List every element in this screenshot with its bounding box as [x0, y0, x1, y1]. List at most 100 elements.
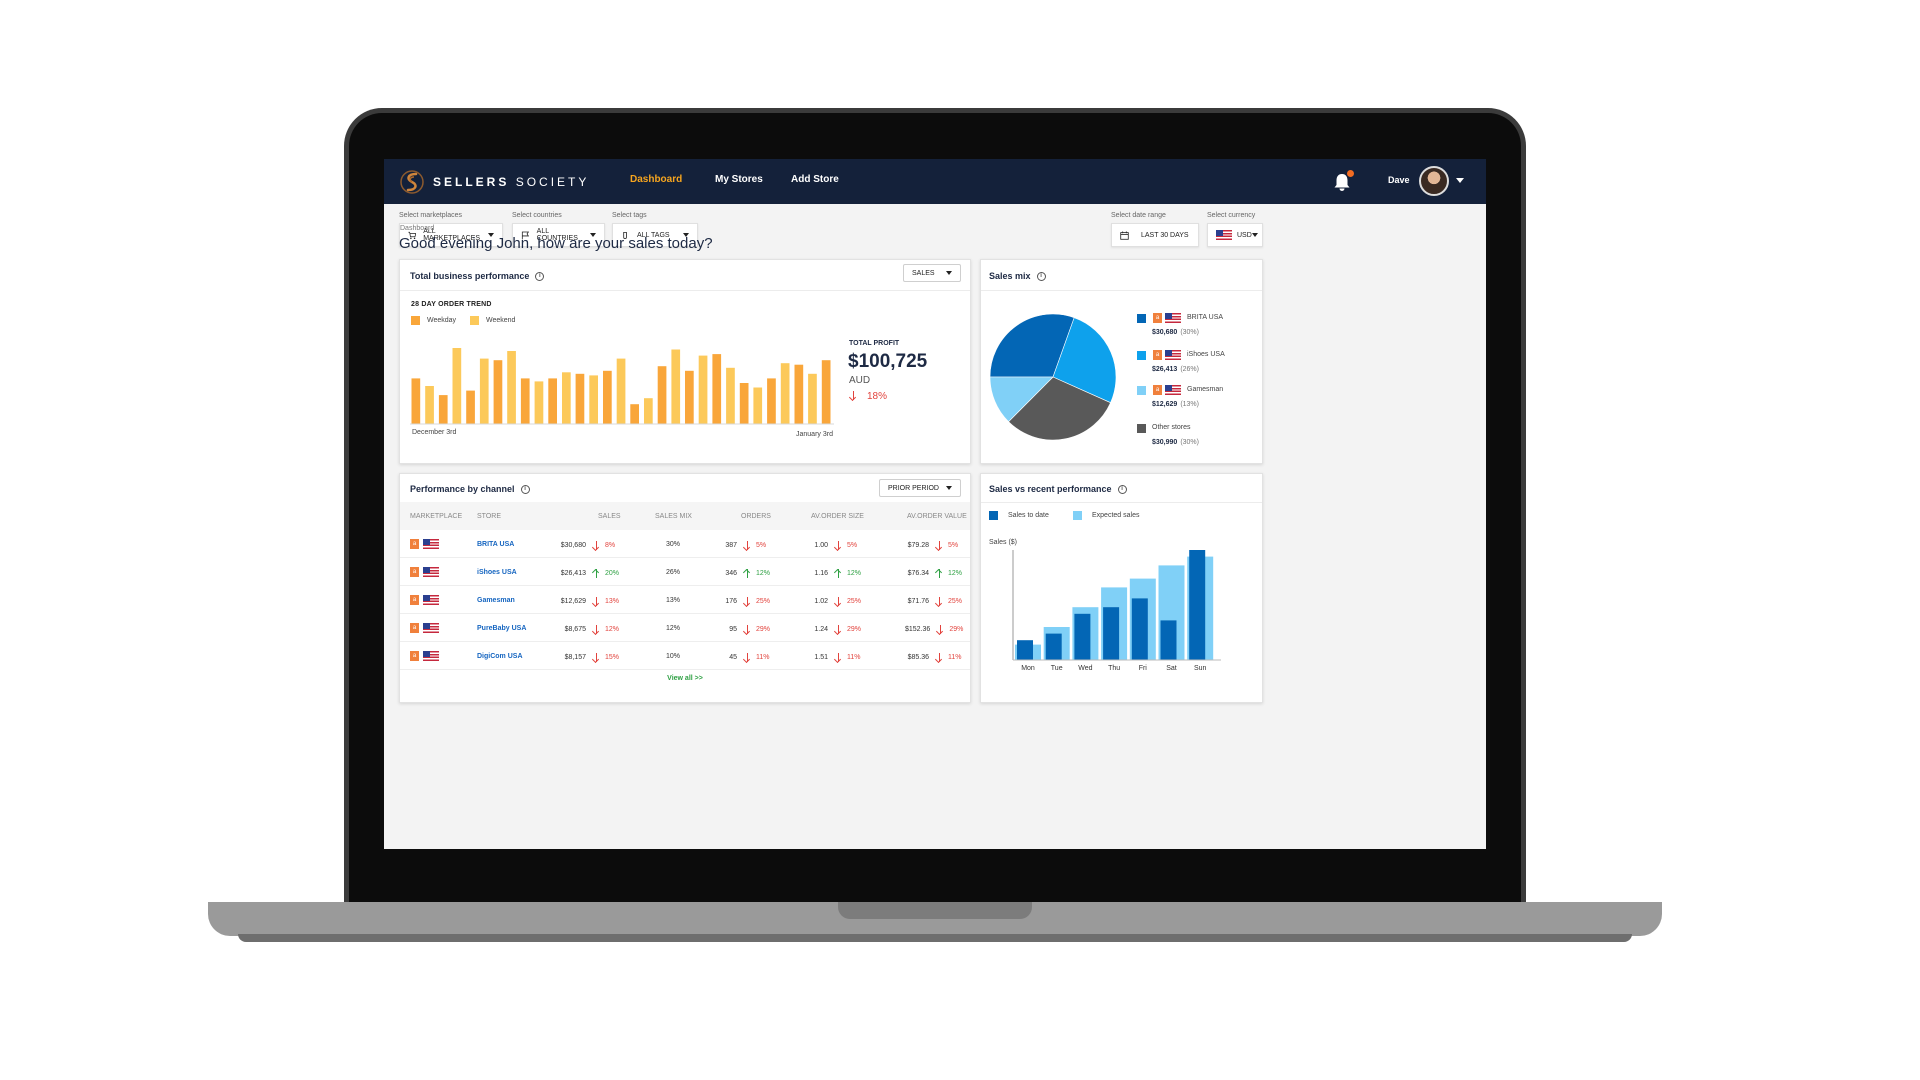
cell-orders-change: 29%: [756, 626, 771, 633]
user-name[interactable]: Dave: [1388, 175, 1410, 185]
trend-bar[interactable]: [630, 404, 639, 424]
column-header-av-order-size[interactable]: AV.ORDER SIZE: [811, 513, 864, 520]
cell-orders-change: 25%: [756, 598, 771, 605]
cell-orders: 387 5%: [725, 541, 766, 550]
column-header-sales-mix[interactable]: SALES MIX: [655, 513, 692, 520]
cell-value-value: $76.34: [907, 570, 929, 577]
sales-to-date-bar[interactable]: [1131, 598, 1148, 660]
store-link[interactable]: iShoes USA: [477, 569, 517, 576]
pie-slice[interactable]: [1052, 317, 1117, 404]
table-row[interactable]: a Gamesman $12,629 13% 176 25% 1.02 25% $71.76 25…: [400, 586, 970, 614]
trend-bar[interactable]: [534, 381, 544, 424]
trend-bar[interactable]: [808, 373, 817, 424]
nav-my-stores[interactable]: My Stores: [715, 174, 763, 185]
trend-bar[interactable]: [616, 358, 626, 424]
arrow-up-icon: [592, 569, 600, 578]
column-header-marketplace[interactable]: MARKETPLACE: [410, 513, 463, 520]
metric-dropdown[interactable]: SALES: [903, 264, 961, 282]
trend-bar[interactable]: [698, 355, 708, 424]
pie-slice[interactable]: [1008, 376, 1111, 441]
table-row[interactable]: a BRITA USA $30,680 8% 387 5% 1.00 5% $79.28 5% 30…: [400, 530, 970, 558]
card-divider: [400, 290, 970, 291]
sales-to-date-bar[interactable]: [1045, 633, 1062, 660]
info-icon[interactable]: i: [520, 484, 530, 494]
trend-bar[interactable]: [657, 366, 667, 424]
info-icon[interactable]: i: [1036, 271, 1046, 281]
nav-dashboard[interactable]: Dashboard: [630, 174, 683, 185]
trend-bar[interactable]: [726, 367, 735, 424]
sales-to-date-bar[interactable]: [1189, 550, 1206, 660]
us-flag-icon: [1165, 350, 1181, 360]
trend-bar[interactable]: [821, 360, 831, 424]
store-sales: $30,680: [1152, 329, 1178, 336]
trend-bar[interactable]: [671, 349, 681, 425]
trend-bar[interactable]: [794, 364, 804, 424]
arrow-down-icon: [834, 597, 842, 606]
notification-bell-icon[interactable]: [1332, 172, 1352, 192]
column-header-av-order-value[interactable]: AV.ORDER VALUE: [907, 513, 967, 520]
store-value: $30,680 (30%): [1152, 329, 1199, 336]
column-header-sales[interactable]: SALES: [598, 513, 621, 520]
marketplace-badge-icon: a: [410, 623, 419, 633]
performance-by-channel-title: Performance by channel i: [410, 484, 530, 494]
trend-bar[interactable]: [739, 383, 749, 424]
tags-filter[interactable]: ALL TAGS: [612, 223, 698, 247]
x-tick-label: Wed: [1078, 665, 1092, 672]
trend-bar[interactable]: [425, 386, 434, 424]
date-range-filter[interactable]: LAST 30 DAYS: [1111, 223, 1199, 247]
trend-bar[interactable]: [466, 390, 475, 424]
pie-slice[interactable]: [989, 376, 1054, 423]
trend-bar[interactable]: [493, 360, 503, 424]
column-header-orders[interactable]: ORDERS: [741, 513, 771, 520]
cell-value-change: 5%: [948, 542, 959, 549]
marketplaces-filter[interactable]: ALL MARKETPLACES: [399, 223, 503, 247]
avatar[interactable]: [1419, 166, 1449, 196]
store-link[interactable]: DigiCom USA: [477, 653, 523, 660]
currency-filter-value: USD: [1237, 231, 1252, 239]
trend-bar[interactable]: [507, 351, 516, 424]
trend-bar[interactable]: [575, 373, 585, 424]
trend-bar[interactable]: [452, 348, 462, 424]
info-icon[interactable]: i: [535, 271, 545, 281]
pie-slice[interactable]: [989, 313, 1075, 378]
info-icon[interactable]: i: [1117, 484, 1127, 494]
store-name: Other stores: [1152, 424, 1191, 431]
sales-to-date-bar[interactable]: [1017, 640, 1033, 660]
table-row[interactable]: a PureBaby USA $8,675 12% 95 29% 1.24 29% $152.3…: [400, 614, 970, 642]
trend-bar[interactable]: [589, 375, 598, 424]
countries-filter[interactable]: ALL COUNTRIES: [512, 223, 605, 247]
comparison-period-dropdown[interactable]: PRIOR PERIOD: [879, 479, 961, 497]
trend-bar[interactable]: [548, 378, 557, 424]
trend-bar[interactable]: [438, 395, 448, 424]
trend-bar[interactable]: [411, 378, 421, 424]
cell-orders-change: 11%: [756, 654, 770, 661]
trend-bar[interactable]: [520, 378, 530, 424]
cell-sales-value: $8,675: [564, 626, 586, 633]
trend-bar[interactable]: [479, 358, 489, 424]
store-link[interactable]: BRITA USA: [477, 541, 515, 548]
table-row[interactable]: a iShoes USA $26,413 20% 346 12% 1.16 12% $76.34…: [400, 558, 970, 586]
sales-to-date-bar[interactable]: [1074, 613, 1091, 660]
column-header-store[interactable]: STORE: [477, 513, 501, 520]
table-row[interactable]: a DigiCom USA $8,157 15% 45 11% 1.51 11% $85.36 1…: [400, 642, 970, 670]
trend-bar[interactable]: [780, 363, 790, 424]
user-menu-chevron-down-icon[interactable]: [1456, 178, 1464, 183]
brand-name: SELLERS SOCIETY: [433, 175, 589, 189]
store-link[interactable]: PureBaby USA: [477, 625, 527, 632]
trend-bar[interactable]: [767, 378, 776, 424]
trend-bar[interactable]: [685, 370, 694, 424]
sales-to-date-bar[interactable]: [1160, 620, 1177, 660]
nav-add-store[interactable]: Add Store: [791, 174, 839, 185]
legend-swatch: [1137, 424, 1146, 433]
order-trend-chart: [410, 348, 834, 425]
view-all-link[interactable]: View all >>: [667, 675, 703, 682]
trend-bar[interactable]: [644, 398, 653, 424]
trend-bar[interactable]: [712, 354, 722, 424]
trend-bar[interactable]: [562, 372, 571, 424]
trend-bar[interactable]: [753, 387, 763, 425]
currency-filter[interactable]: USD: [1207, 223, 1263, 247]
brand[interactable]: SELLERS SOCIETY: [400, 168, 589, 196]
sales-to-date-bar[interactable]: [1103, 607, 1120, 660]
trend-bar[interactable]: [603, 370, 612, 424]
store-link[interactable]: Gamesman: [477, 597, 515, 604]
